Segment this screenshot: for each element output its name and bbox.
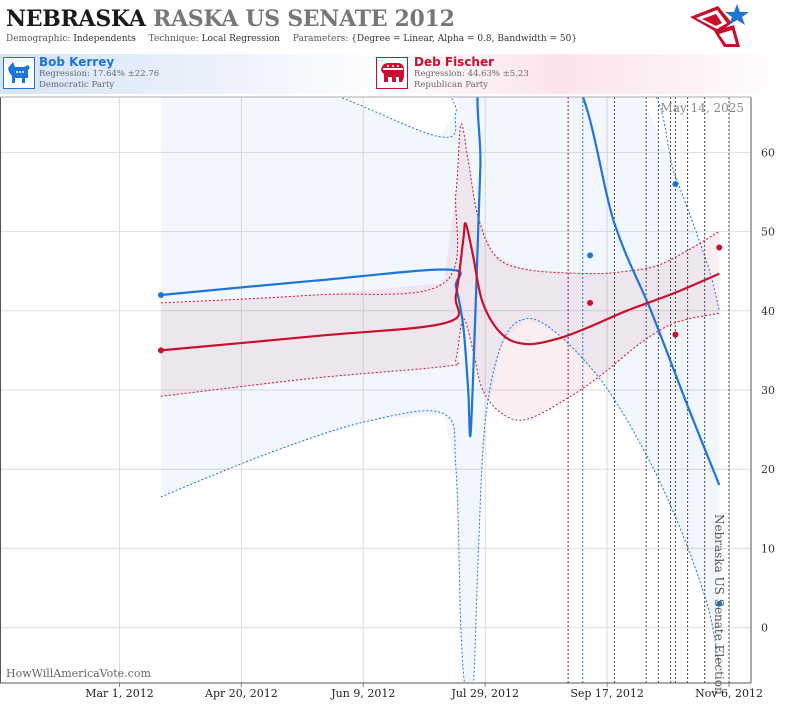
poll-points: [157, 181, 723, 607]
bob-kerrey-upper-band: [338, 97, 720, 311]
deb-fischer-confidence-fill: [160, 124, 720, 420]
confidence-bands: [160, 97, 720, 683]
x-tick-label: Mar 1, 2012: [85, 687, 154, 700]
y-tick-label: 60: [761, 146, 775, 159]
republican-regression: Regression: 44.63% ±5.23: [414, 69, 529, 79]
deb-fischer-regression-line: [160, 222, 720, 352]
y-tick-label: 10: [761, 542, 775, 555]
regression-lines: [160, 97, 721, 683]
technique-value: Local Regression: [201, 34, 280, 44]
democrat-name: Bob Kerrey: [39, 55, 115, 69]
page-title: NEBRASKA RASKA US SENATE 2012: [6, 6, 455, 32]
demographic-value: Independents: [73, 34, 136, 44]
deb-fischer-upper-band: [160, 123, 720, 304]
deb-fischer-lower-band: [160, 312, 720, 421]
bob-kerrey-poll-point: [587, 252, 594, 259]
bob-kerrey-poll-point: [672, 181, 679, 188]
date-stamp: May 14, 2025: [661, 101, 744, 115]
republican-party: Republican Party: [414, 80, 488, 90]
elephant-icon: [376, 57, 408, 89]
deb-fischer-poll-point: [716, 244, 723, 251]
y-tick-label: 20: [761, 463, 775, 476]
bob-kerrey-poll-point: [716, 600, 723, 607]
democrat-legend-bg: [0, 54, 394, 94]
republican-name: Deb Fischer: [414, 55, 495, 69]
bob-kerrey-poll-point: [157, 291, 164, 298]
watermark-text: HowWillAmericaVote.com: [6, 667, 151, 680]
header: NEBRASKA RASKA US SENATE 2012 Demographi…: [0, 0, 789, 52]
x-tick-label: Apr 20, 2012: [204, 687, 278, 700]
candidate-legend: Bob Kerrey Regression: 17.64% ±22.76 Dem…: [0, 54, 789, 94]
title-state: NEBRASKA: [6, 6, 146, 32]
deb-fischer-poll-point: [587, 299, 594, 306]
event-markers: [567, 97, 730, 683]
y-tick-label: 0: [761, 622, 768, 635]
x-tick-label: Jul 29, 2012: [450, 687, 519, 700]
y-tick-label: 40: [761, 305, 775, 318]
bob-kerrey-confidence-fill: [160, 97, 720, 683]
x-tick-label: Nov 6, 2012: [695, 687, 763, 700]
donkey-icon: [3, 57, 35, 89]
x-tick-label: Sep 17, 2012: [570, 687, 644, 700]
demographic-label: Demographic:: [6, 34, 71, 44]
deb-fischer-poll-point: [672, 331, 679, 338]
y-tick-label: 50: [761, 226, 775, 239]
parameters-line: Demographic: Independents Technique: Loc…: [6, 34, 577, 44]
x-tick-label: Jun 9, 2012: [330, 687, 395, 700]
site-logo-icon: [690, 4, 749, 47]
democrat-party: Democratic Party: [39, 80, 115, 90]
technique-label: Technique:: [148, 34, 199, 44]
title-race: RASKA US SENATE 2012: [152, 6, 455, 32]
democrat-regression: Regression: 17.64% ±22.76: [39, 69, 160, 79]
republican-legend-bg: [374, 54, 789, 94]
deb-fischer-poll-point: [157, 347, 164, 354]
election-event-label: Nebraska US Senate Election: [712, 514, 726, 695]
y-tick-label: 30: [761, 384, 775, 397]
parameters-value: {Degree = Linear, Alpha = 0.8, Bandwidth…: [351, 34, 578, 44]
axes: 0 10 20 30 40 50 60 Mar 1, 2012 Apr 20, 2012 Jun …: [0, 96, 775, 700]
parameters-label: Parameters:: [292, 34, 349, 44]
